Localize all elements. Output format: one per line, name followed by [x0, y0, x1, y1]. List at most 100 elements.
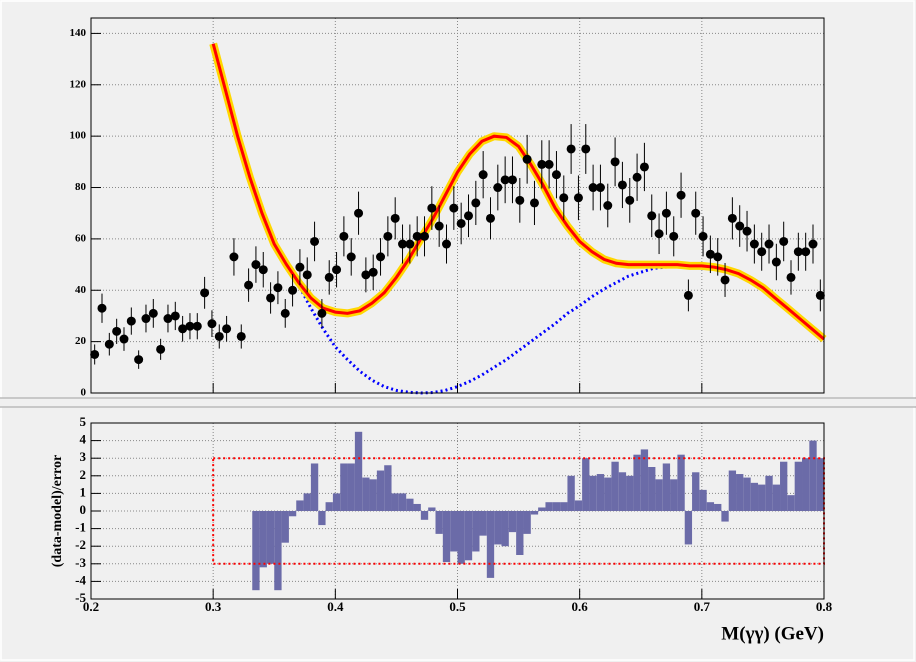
data-point [676, 190, 686, 200]
y-tick-label: 0 [80, 502, 87, 517]
y-tick-label: 5 [80, 414, 87, 429]
residual-bar [266, 511, 275, 564]
residual-bar [523, 511, 531, 534]
data-point [434, 221, 444, 231]
y-tick-label: -3 [75, 555, 86, 570]
data-point [786, 272, 796, 282]
data-point [603, 201, 613, 210]
y-tick-label: 0 [81, 387, 87, 399]
data-point [801, 247, 811, 257]
residual-bar [618, 472, 627, 511]
data-point [625, 195, 635, 205]
x-tick-label: 0.4 [327, 599, 344, 614]
residual-bar [633, 454, 641, 511]
data-point [456, 218, 466, 228]
y-tick-label: 4 [80, 432, 87, 447]
data-point [727, 213, 737, 223]
x-tick-label: 0.5 [449, 599, 466, 614]
residual-bar [787, 495, 795, 511]
data-point [588, 183, 598, 193]
data-point [493, 183, 503, 193]
residual-bar [611, 461, 619, 511]
residual-bar [413, 503, 421, 511]
data-point [266, 293, 276, 303]
frame-border [90, 17, 825, 394]
data-point [779, 236, 789, 246]
data-point [610, 157, 620, 167]
data-point [559, 193, 569, 203]
residual-bar [457, 511, 465, 564]
y-tick-label: 20 [75, 335, 87, 347]
data-point [537, 159, 547, 169]
residual-bar [670, 479, 678, 511]
residual-bar [318, 511, 326, 526]
data-point [749, 239, 759, 249]
data-point [170, 311, 180, 321]
residual-bar [472, 511, 480, 552]
residual-bar [508, 511, 517, 533]
data-point [163, 314, 173, 324]
data-point [361, 270, 371, 280]
residual-bar [677, 454, 685, 511]
data-point [229, 252, 239, 262]
data-point [661, 208, 671, 218]
residual-bar [420, 511, 429, 520]
residual-bar [406, 498, 414, 511]
residual-bar [765, 475, 773, 511]
residual-bar [743, 477, 751, 511]
residual-bar [435, 511, 443, 534]
data-point [581, 144, 591, 154]
residual-bar [479, 511, 487, 536]
residual-bar [567, 475, 575, 511]
data-point [398, 239, 408, 249]
data-point [632, 172, 642, 182]
data-point [324, 272, 334, 282]
residual-bar [442, 511, 451, 563]
data-point [317, 308, 327, 318]
data-point [420, 231, 430, 241]
x-tick-label: 0.7 [694, 599, 711, 614]
data-point [185, 321, 195, 331]
residual-bar [706, 502, 715, 511]
x-tick-label: 0.3 [205, 599, 222, 614]
data-point [705, 249, 715, 259]
residual-bar [655, 479, 663, 511]
y-tick-label: -4 [75, 572, 86, 587]
data-point [280, 308, 290, 318]
data-point [617, 180, 627, 190]
residual-bar [296, 500, 304, 511]
residual-bar [362, 477, 370, 511]
residual-bar [648, 467, 656, 511]
data-point [573, 193, 583, 203]
residual-bar [640, 449, 649, 511]
data-point [566, 144, 576, 154]
y-axis-title: (data-model)/error [50, 455, 65, 567]
x-tick-label: 0.2 [83, 599, 99, 614]
data-point [214, 331, 224, 341]
residual-bar [750, 482, 759, 511]
data-point [251, 260, 261, 270]
data-point [808, 239, 818, 249]
residual-bar [325, 502, 333, 511]
residual-bar [816, 458, 824, 511]
reference-box [212, 457, 825, 565]
y-tick-label: 3 [80, 449, 87, 464]
residual-bar [596, 474, 605, 511]
x-tick-label: 0.6 [572, 599, 589, 614]
residual-bar [626, 475, 634, 511]
residual-bar [714, 503, 722, 511]
data-point [442, 239, 452, 249]
residual-bar [736, 474, 744, 511]
data-point [200, 288, 210, 298]
data-point [156, 344, 166, 354]
residual-bar [545, 502, 553, 511]
background-curve [211, 43, 825, 395]
data-point [244, 280, 254, 290]
y-tick-label: 60 [75, 232, 87, 244]
residual-bar [464, 511, 473, 561]
data-point [97, 303, 107, 313]
data-point [273, 283, 283, 293]
residual-bar [560, 502, 568, 511]
residual-bar [604, 477, 612, 511]
x-tick-label: 0.8 [816, 599, 833, 614]
